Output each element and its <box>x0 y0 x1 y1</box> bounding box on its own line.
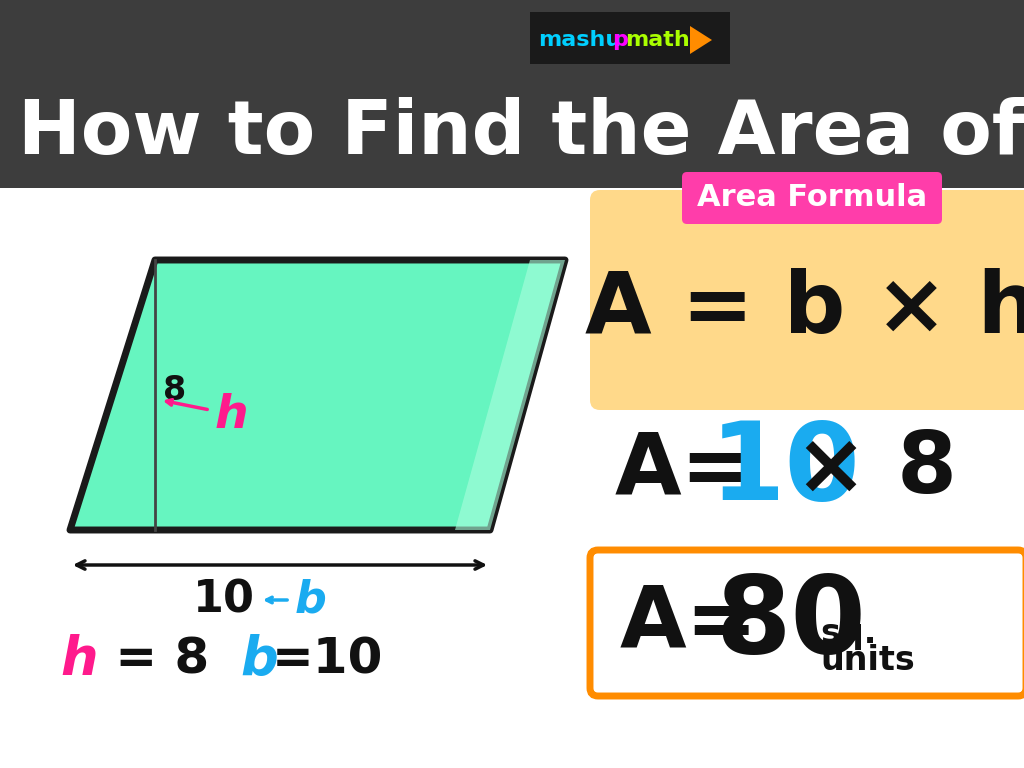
Text: A=: A= <box>620 581 759 664</box>
Text: h: h <box>60 634 97 686</box>
Text: = 8: = 8 <box>98 636 209 684</box>
Polygon shape <box>690 26 712 54</box>
Polygon shape <box>455 260 565 530</box>
Text: mashu: mashu <box>538 30 622 50</box>
Text: 10: 10 <box>193 578 255 621</box>
FancyBboxPatch shape <box>590 550 1024 696</box>
Text: sq.: sq. <box>820 617 877 650</box>
FancyBboxPatch shape <box>682 172 942 224</box>
Polygon shape <box>70 260 565 530</box>
Text: 8: 8 <box>163 373 186 406</box>
Text: A=: A= <box>615 429 754 511</box>
Text: How to Find the Area of a Parallelogram: How to Find the Area of a Parallelogram <box>18 97 1024 170</box>
Text: Area Formula: Area Formula <box>697 184 927 213</box>
Text: h: h <box>215 392 249 438</box>
Text: b: b <box>295 578 327 621</box>
Text: × 8: × 8 <box>795 429 957 511</box>
Bar <box>0 0 1024 188</box>
Text: 80: 80 <box>715 570 866 676</box>
Text: A = b × h: A = b × h <box>585 269 1024 352</box>
FancyBboxPatch shape <box>590 190 1024 410</box>
Text: b: b <box>240 634 278 686</box>
FancyBboxPatch shape <box>530 12 730 64</box>
Text: =10: =10 <box>272 636 383 684</box>
Text: 10: 10 <box>710 417 861 523</box>
Text: math: math <box>625 30 690 50</box>
Text: units: units <box>820 644 914 677</box>
Text: p: p <box>612 30 628 50</box>
